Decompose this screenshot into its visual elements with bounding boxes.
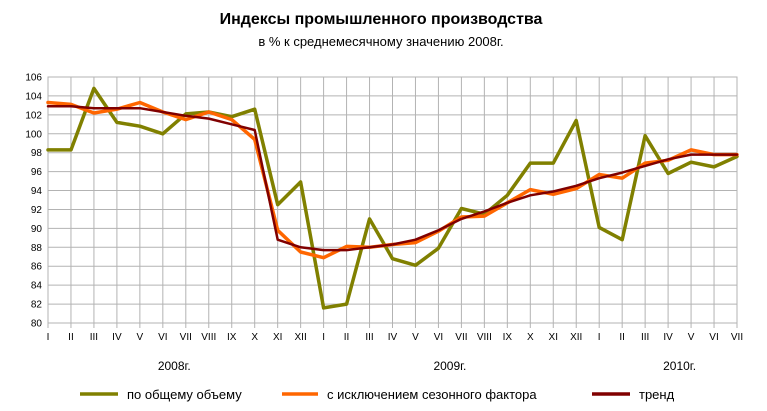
x-tick-label: XII <box>570 332 582 343</box>
x-tick-label: II <box>344 332 350 343</box>
x-tick-label: X <box>251 332 258 343</box>
x-tick-label: IV <box>388 332 398 343</box>
y-tick-label: 88 <box>31 243 43 254</box>
x-tick-label: I <box>598 332 601 343</box>
legend-label-3: тренд <box>639 387 675 402</box>
legend-label-1: по общему объему <box>127 387 242 402</box>
y-tick-label: 100 <box>25 129 42 140</box>
y-tick-label: 80 <box>31 319 43 330</box>
year-label: 2009г. <box>433 359 466 373</box>
year-labels: 2008г. 2009г. 2010г. <box>158 359 696 373</box>
y-tick-label: 84 <box>31 281 43 292</box>
y-tick-label: 98 <box>31 148 43 159</box>
y-tick-label: 92 <box>31 205 43 216</box>
series-line-1 <box>46 86 739 310</box>
x-tick-label: III <box>365 332 373 343</box>
x-tick-label: VII <box>455 332 467 343</box>
x-tick-label: I <box>47 332 50 343</box>
x-tick-label: V <box>688 332 695 343</box>
x-tick-label: III <box>90 332 98 343</box>
y-tick-label: 106 <box>25 73 42 84</box>
y-tick-label: 102 <box>25 110 42 121</box>
legend-label-2: с исключением сезонного фактора <box>327 387 537 402</box>
x-tick-label: XI <box>549 332 558 343</box>
year-label: 2008г. <box>158 359 191 373</box>
y-tick-label: 96 <box>31 167 43 178</box>
x-tick-label: III <box>641 332 649 343</box>
series-lines <box>46 86 739 310</box>
year-label: 2010г. <box>663 359 696 373</box>
y-tick-label: 94 <box>31 186 43 197</box>
x-tick-label: VII <box>180 332 192 343</box>
y-tick-label: 104 <box>25 91 42 102</box>
x-tick-label: II <box>619 332 625 343</box>
x-tick-label: V <box>137 332 144 343</box>
x-tick-label: IX <box>227 332 237 343</box>
x-tick-label: XII <box>295 332 307 343</box>
x-tick-label: IV <box>663 332 673 343</box>
chart-subtitle: в % к среднемесячному значению 2008г. <box>258 34 503 49</box>
x-tick-label: XI <box>273 332 282 343</box>
x-tick-label: X <box>527 332 534 343</box>
x-tick-label: VI <box>434 332 443 343</box>
y-tick-label: 90 <box>31 224 43 235</box>
chart-title: Индексы промышленного производства <box>220 11 543 28</box>
x-tick-label: VI <box>709 332 718 343</box>
x-tick-label: IV <box>112 332 122 343</box>
x-tick-label: I <box>322 332 325 343</box>
x-tick-label: II <box>68 332 74 343</box>
series-line-3 <box>46 105 739 252</box>
legend: по общему объему с исключением сезонного … <box>80 387 675 402</box>
x-tick-label: VI <box>158 332 167 343</box>
y-axis: 80 82 84 86 88 90 92 94 96 98 100 102 104 106 <box>25 73 42 330</box>
x-tick-label: VIII <box>201 332 216 343</box>
x-tick-label: VIII <box>477 332 492 343</box>
y-tick-label: 86 <box>31 262 43 273</box>
x-axis: I II III IV V VI VII VIII IX X XI XII I II III IV V VI VII… <box>47 323 743 343</box>
y-tick-label: 82 <box>31 300 43 311</box>
x-tick-label: IX <box>503 332 513 343</box>
x-tick-label: V <box>412 332 419 343</box>
x-tick-label: VII <box>731 332 743 343</box>
